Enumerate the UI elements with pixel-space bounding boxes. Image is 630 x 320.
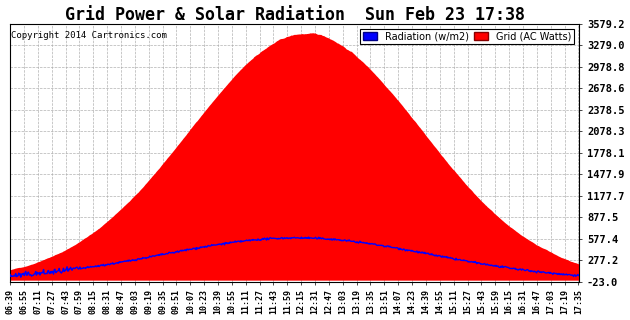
Title: Grid Power & Solar Radiation  Sun Feb 23 17:38: Grid Power & Solar Radiation Sun Feb 23 …: [65, 5, 525, 24]
Legend: Radiation (w/m2), Grid (AC Watts): Radiation (w/m2), Grid (AC Watts): [360, 28, 575, 44]
Text: Copyright 2014 Cartronics.com: Copyright 2014 Cartronics.com: [11, 31, 167, 40]
